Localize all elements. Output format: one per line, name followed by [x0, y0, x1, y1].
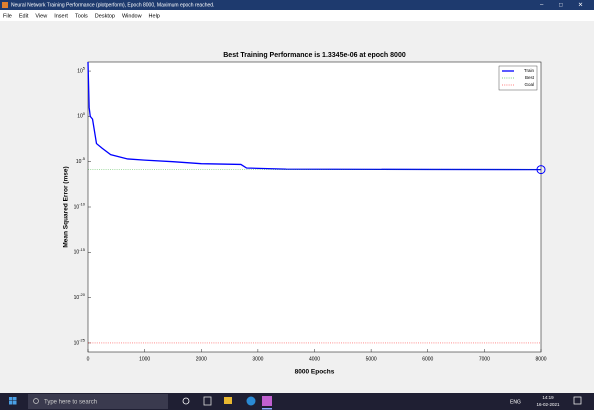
edge-icon[interactable] [246, 396, 256, 406]
menu-item[interactable]: Tools [75, 13, 88, 19]
menu-item[interactable]: Insert [54, 13, 68, 19]
clock-time[interactable]: 14:19 [542, 395, 554, 400]
y-tick-label: 10-25 [74, 338, 86, 347]
x-tick-label: 4000 [309, 356, 320, 362]
legend-label: Goal [524, 82, 534, 87]
minimize[interactable]: – [540, 3, 544, 9]
x-tick-label: 0 [87, 356, 90, 362]
explorer-icon[interactable] [224, 397, 232, 404]
plot-area [87, 61, 542, 353]
matlab-icon[interactable] [262, 396, 272, 406]
legend-label: Train [524, 68, 535, 73]
legend-box [498, 65, 538, 91]
menu: File Edit View Insert Tools Desktop Window Help [3, 13, 160, 19]
legend-label: Best [525, 75, 535, 80]
menu-item[interactable]: View [35, 13, 47, 19]
start-button[interactable] [9, 397, 17, 405]
x-tick-label: 8000 [535, 356, 546, 362]
y-axis-label: Mean Squared Error (mse) [63, 166, 70, 247]
menu-item[interactable]: Window [122, 13, 142, 19]
search-text[interactable]: Type here to search [44, 400, 97, 406]
maximize[interactable]: □ [559, 3, 563, 9]
search-box[interactable] [28, 394, 168, 409]
language[interactable]: ENG [510, 399, 521, 405]
y-tick-label: 10-20 [74, 292, 86, 301]
clock-date[interactable]: 16-02-2021 [536, 402, 560, 407]
menu-item[interactable]: Help [149, 13, 160, 19]
menu-item[interactable]: Desktop [95, 13, 115, 19]
y-tick-label: 100 [77, 111, 86, 120]
window-title: Neural Network Training Performance (plo… [11, 2, 214, 8]
chart-title: Best Training Performance is 1.3345e-06 … [223, 52, 406, 59]
best-marker [536, 165, 546, 175]
chart: Best Training Performance is 1.3345e-06 … [63, 52, 547, 376]
title-bar [0, 0, 594, 10]
x-tick-label: 3000 [252, 356, 263, 362]
x-tick-label: 7000 [479, 356, 490, 362]
y-tick-label: 105 [77, 66, 86, 75]
search-icon [33, 398, 39, 404]
task-view[interactable] [182, 397, 190, 405]
x-tick-label: 5000 [366, 356, 377, 362]
menu-item[interactable]: File [3, 13, 12, 19]
menu-item[interactable]: Edit [19, 13, 29, 19]
x-tick-label: 1000 [139, 356, 150, 362]
app-icon [2, 2, 8, 8]
app-icon[interactable] [203, 396, 212, 406]
train-line [87, 61, 542, 171]
active-indicator [262, 408, 272, 410]
y-tick-label: 10-10 [74, 202, 86, 211]
x-tick-label: 6000 [422, 356, 433, 362]
x-axis-label: 8000 Epochs [295, 369, 335, 376]
x-tick-label: 2000 [196, 356, 207, 362]
close[interactable]: ✕ [578, 3, 583, 9]
menu-bar [0, 10, 594, 21]
notifications[interactable] [573, 396, 582, 405]
y-tick-label: 10-15 [74, 247, 86, 256]
y-tick-label: 10-5 [76, 156, 86, 165]
